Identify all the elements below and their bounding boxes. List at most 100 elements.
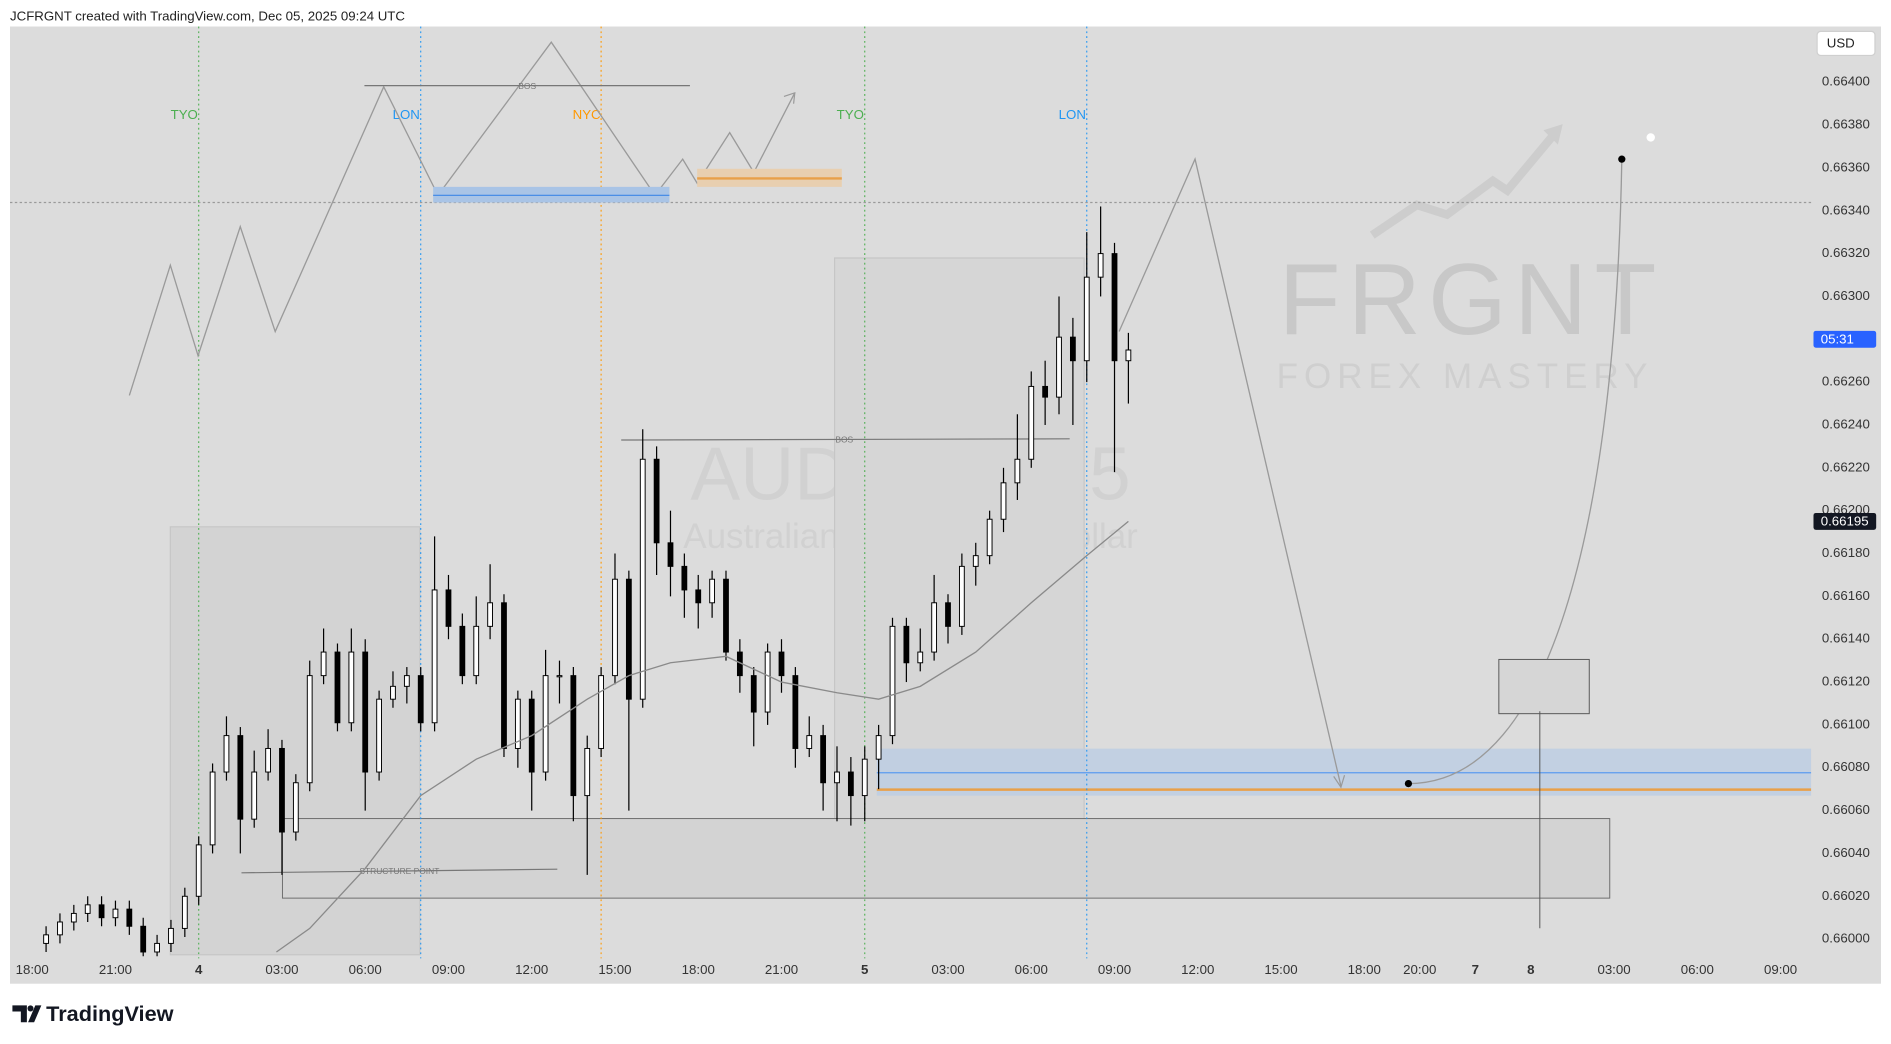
moving-average (276, 520, 1129, 953)
candle-body (889, 625, 896, 737)
candle-body (709, 578, 716, 604)
y-tick-label: 0.66220 (1822, 459, 1870, 474)
candle-body (320, 651, 327, 677)
bos-label: BOS (835, 434, 853, 444)
candle-body (542, 675, 549, 773)
y-tick-label: 0.66380 (1822, 117, 1870, 132)
bos-label: BOS (518, 81, 536, 91)
candle-body (917, 651, 924, 664)
candle-body (223, 735, 230, 773)
x-tick-label: 03:00 (931, 962, 964, 977)
candle-body (958, 565, 965, 627)
x-tick-label: 15:00 (1264, 962, 1297, 977)
candle-body (209, 771, 216, 846)
y-tick-label: 0.66360 (1822, 159, 1870, 174)
candle-body (612, 578, 618, 677)
point (1404, 779, 1413, 788)
candle-body (403, 675, 410, 687)
candle-body (459, 625, 466, 677)
candle-body (43, 934, 49, 944)
candle-body (1069, 336, 1076, 362)
candle-body (1042, 385, 1049, 398)
candle-body (1125, 349, 1132, 362)
session-label: TYO (171, 107, 198, 122)
scenario-path (128, 41, 796, 396)
y-tick-label: 0.66300 (1822, 288, 1870, 303)
y-tick-label: 0.66060 (1822, 802, 1870, 817)
candle-body (764, 651, 771, 713)
x-tick-label: 09:00 (1764, 962, 1797, 977)
y-tick-label: 0.66260 (1822, 374, 1870, 389)
y-tick-label: 0.66020 (1822, 888, 1870, 903)
bos-line (621, 438, 1070, 441)
x-tick-label: 15:00 (598, 962, 631, 977)
candle-body (140, 925, 147, 953)
candle-body (251, 771, 258, 820)
x-tick-label: 06:00 (349, 962, 382, 977)
candle-body (598, 675, 605, 749)
x-tick-label: 06:00 (1015, 962, 1048, 977)
candle-body (570, 675, 577, 797)
currency-box (1816, 30, 1876, 57)
candle-body (195, 844, 202, 897)
range-box (833, 257, 1085, 826)
candle-body (362, 651, 369, 773)
y-tick-label: 0.66160 (1822, 588, 1870, 603)
candle-body (98, 904, 105, 919)
candle-body (903, 625, 910, 664)
candle-body (348, 651, 355, 724)
price-label: 05:31 (1821, 331, 1854, 346)
footer-logo (12, 1005, 42, 1023)
candle-body (181, 895, 188, 929)
candle-body (501, 602, 507, 749)
x-tick-label: 7 (1472, 962, 1479, 977)
candle-body (639, 458, 646, 700)
x-tick-label: 18:00 (1348, 962, 1381, 977)
candle-body (473, 625, 480, 677)
candle-body (986, 518, 993, 557)
sessions: TYO LON NYC TYO LON (171, 26, 1088, 959)
y-tick-label: 0.66180 (1822, 545, 1870, 560)
session-label: LON (393, 107, 420, 122)
price-label-box (1813, 330, 1877, 348)
candle-body (168, 927, 174, 944)
point (1646, 133, 1655, 142)
y-tick-label: 0.66320 (1822, 245, 1870, 260)
logo-arrow-head (1543, 124, 1563, 145)
projection-path (1118, 157, 1342, 787)
x-tick-label: 09:00 (432, 962, 465, 977)
x-tick-label: 18:00 (16, 962, 49, 977)
candle-body (265, 747, 271, 773)
candle-body (237, 735, 244, 820)
session-label: TYO (837, 107, 864, 122)
header: JCFRGNT created with TradingView.com, De… (10, 8, 405, 23)
candle-body (84, 904, 91, 914)
x-tick-label: 18:00 (682, 962, 715, 977)
y-tick-label: 0.66100 (1822, 716, 1870, 731)
candle-body (417, 675, 424, 724)
x-tick-label: 03:00 (265, 962, 298, 977)
candle-body (70, 912, 77, 923)
x-tick-label: 12:00 (1181, 962, 1214, 977)
candle-body (792, 675, 799, 749)
candle-body (376, 698, 382, 773)
candle-body (653, 458, 660, 544)
candle-body (1028, 385, 1035, 460)
candle-body (847, 771, 854, 797)
x-tick-label: 4 (195, 962, 203, 977)
candle-body (1014, 458, 1021, 484)
arrow-head (1333, 774, 1346, 789)
structure-zone (281, 818, 1611, 899)
y-tick-label: 0.66040 (1822, 845, 1870, 860)
candle-body (1097, 253, 1104, 278)
x-tick-label: 5 (861, 962, 868, 977)
y-tick-label: 0.66120 (1822, 674, 1870, 689)
y-tick-label: 0.66080 (1822, 759, 1870, 774)
candle-body (875, 735, 882, 760)
candle-body (625, 578, 632, 700)
y-tick-label: 0.66140 (1822, 631, 1870, 646)
candle-body (778, 651, 785, 677)
y-tick-label: 0.66340 (1822, 202, 1870, 217)
candle-body (57, 921, 63, 936)
